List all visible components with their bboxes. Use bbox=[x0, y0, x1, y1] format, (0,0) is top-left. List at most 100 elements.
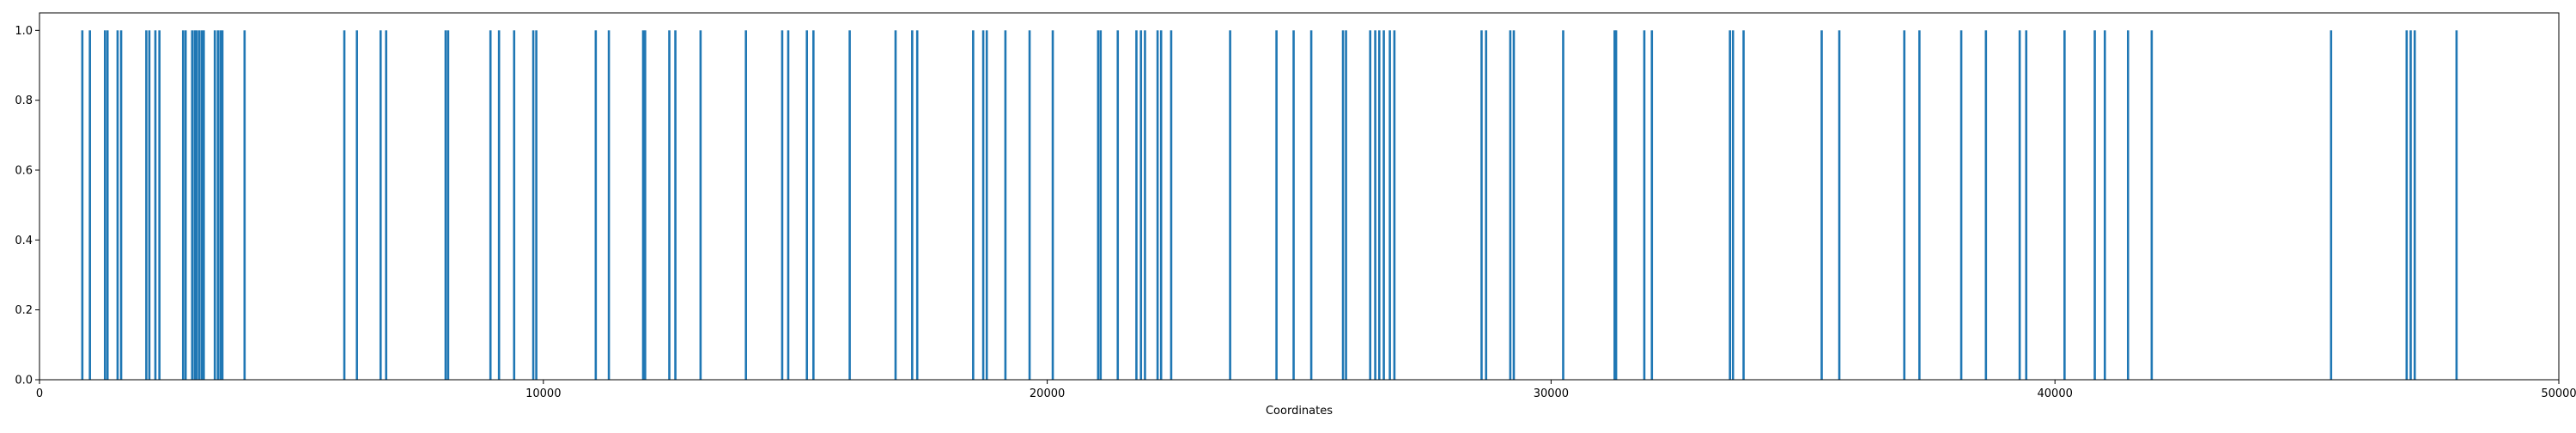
bar bbox=[2150, 30, 2154, 380]
y-tick-label: 0.4 bbox=[15, 235, 33, 247]
bar bbox=[535, 30, 538, 380]
bar bbox=[1345, 30, 1347, 380]
y-axis-ticks: 0.0 0.2 0.4 0.6 0.8 1.0 bbox=[15, 25, 39, 387]
bar bbox=[2413, 30, 2416, 380]
bar bbox=[1388, 30, 1391, 380]
bar bbox=[1099, 30, 1103, 380]
bar bbox=[1292, 30, 1295, 380]
bar bbox=[2126, 30, 2129, 380]
x-axis-label: Coordinates bbox=[1266, 405, 1333, 418]
bar bbox=[88, 30, 91, 380]
bar bbox=[1509, 30, 1512, 380]
bar bbox=[513, 30, 516, 380]
x-tick-label: 10000 bbox=[526, 387, 561, 400]
bar bbox=[915, 30, 919, 380]
x-axis-ticks: 0 10000 20000 30000 40000 50000 bbox=[36, 380, 2576, 400]
bar bbox=[447, 30, 450, 380]
bar bbox=[221, 30, 224, 380]
bar bbox=[1480, 30, 1483, 380]
bar bbox=[1984, 30, 1988, 380]
bar bbox=[744, 30, 747, 380]
bar bbox=[158, 30, 161, 380]
x-tick-label: 50000 bbox=[2541, 387, 2576, 400]
bar bbox=[911, 30, 914, 380]
bar bbox=[200, 30, 204, 380]
bar bbox=[2103, 30, 2106, 380]
bar bbox=[1562, 30, 1564, 380]
bar bbox=[2063, 30, 2066, 380]
y-tick-label: 0.0 bbox=[15, 375, 33, 387]
bar bbox=[81, 30, 84, 380]
bar bbox=[1159, 30, 1163, 380]
bar bbox=[197, 30, 201, 380]
bar bbox=[195, 30, 198, 380]
bar bbox=[497, 30, 501, 380]
bar bbox=[1144, 30, 1146, 380]
bar bbox=[644, 30, 647, 380]
bar bbox=[148, 30, 151, 380]
bar bbox=[1170, 30, 1173, 380]
bar bbox=[213, 30, 216, 380]
y-tick-label: 0.8 bbox=[15, 95, 33, 107]
bar bbox=[489, 30, 492, 380]
x-tick-label: 0 bbox=[36, 387, 43, 400]
bar bbox=[2409, 30, 2412, 380]
bar bbox=[1959, 30, 1963, 380]
bar bbox=[444, 30, 447, 380]
bar bbox=[184, 30, 187, 380]
bar bbox=[1028, 30, 1031, 380]
bar bbox=[1903, 30, 1906, 380]
bar bbox=[343, 30, 346, 380]
bar bbox=[805, 30, 808, 380]
bar bbox=[193, 30, 197, 380]
bar bbox=[1614, 30, 1618, 380]
bar bbox=[1374, 30, 1376, 380]
bar bbox=[1512, 30, 1516, 380]
bar bbox=[1393, 30, 1396, 380]
bar bbox=[1643, 30, 1646, 380]
bar bbox=[1135, 30, 1138, 380]
bar bbox=[1485, 30, 1487, 380]
bar bbox=[1369, 30, 1372, 380]
bar bbox=[1341, 30, 1345, 380]
bar bbox=[641, 30, 645, 380]
bar bbox=[1097, 30, 1100, 380]
bar bbox=[1229, 30, 1231, 380]
bar bbox=[1838, 30, 1841, 380]
y-tick-label: 1.0 bbox=[15, 25, 33, 38]
x-tick-label: 20000 bbox=[1030, 387, 1065, 400]
bar bbox=[216, 30, 220, 380]
bar bbox=[379, 30, 382, 380]
bar bbox=[119, 30, 123, 380]
bar bbox=[103, 30, 106, 380]
bar bbox=[145, 30, 148, 380]
bar bbox=[106, 30, 109, 380]
bar bbox=[1051, 30, 1054, 380]
bar bbox=[1731, 30, 1735, 380]
bar bbox=[181, 30, 185, 380]
x-tick-label: 40000 bbox=[2038, 387, 2073, 400]
bar bbox=[894, 30, 897, 380]
bar bbox=[981, 30, 985, 380]
bar bbox=[668, 30, 671, 380]
bar bbox=[787, 30, 790, 380]
bar bbox=[1116, 30, 1120, 380]
bar bbox=[2018, 30, 2021, 380]
bar bbox=[1139, 30, 1143, 380]
plot-area-frame bbox=[39, 12, 2560, 381]
bar bbox=[1918, 30, 1921, 380]
bar bbox=[2025, 30, 2028, 380]
bar bbox=[594, 30, 598, 380]
bar bbox=[985, 30, 988, 380]
x-tick-label: 30000 bbox=[1534, 387, 1569, 400]
bar bbox=[1742, 30, 1745, 380]
bar bbox=[385, 30, 388, 380]
bar bbox=[1613, 30, 1616, 380]
bar bbox=[2405, 30, 2409, 380]
bar bbox=[972, 30, 975, 380]
bar bbox=[219, 30, 222, 380]
bar bbox=[699, 30, 702, 380]
bar bbox=[154, 30, 157, 380]
